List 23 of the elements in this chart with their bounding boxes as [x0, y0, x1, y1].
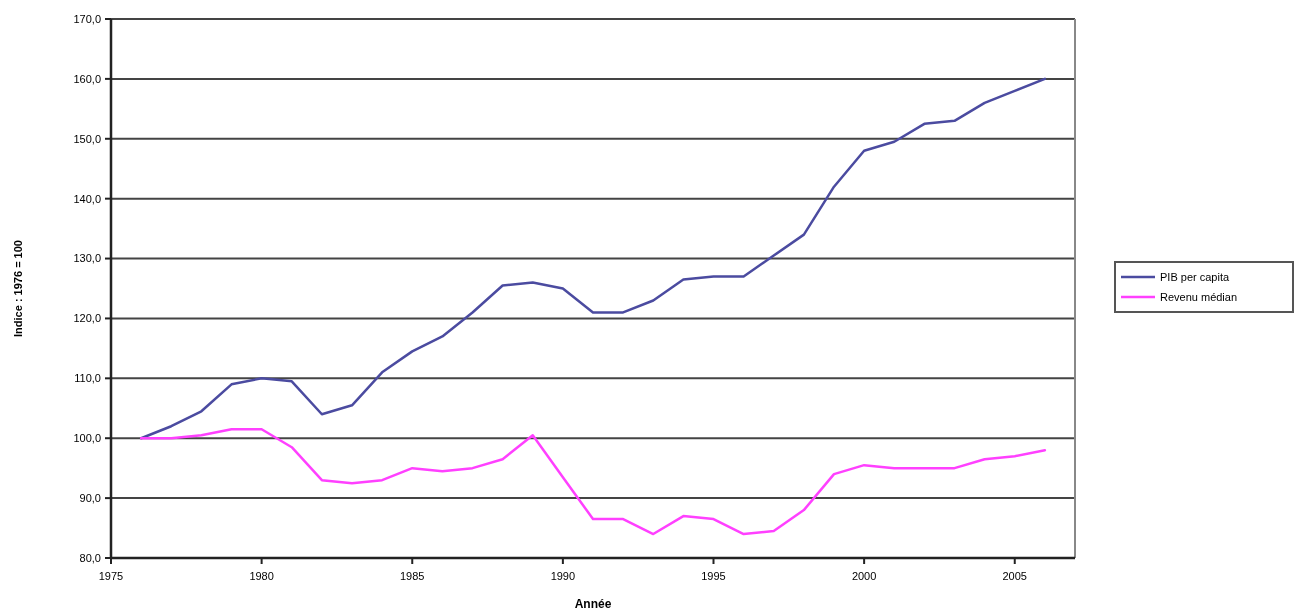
x-tick-label: 1975: [98, 570, 124, 582]
y-tick-label: 100,0: [73, 432, 101, 445]
y-axis-title: Indice : 1976 = 100: [12, 240, 24, 337]
legend-label: PIB per capita: [1160, 270, 1230, 283]
y-tick-label: 140,0: [73, 192, 101, 205]
x-tick-label: 2005: [1002, 570, 1027, 582]
y-tick-label: 150,0: [73, 132, 101, 145]
x-tick-label: 1980: [249, 570, 274, 582]
y-tick-label: 80,0: [79, 551, 101, 564]
x-tick-label: 1995: [701, 570, 726, 582]
line-series: [139, 77, 1047, 440]
y-tick-label: 110,0: [74, 372, 101, 385]
y-tick-label: 90,0: [79, 491, 101, 504]
y-tick-label: 130,0: [73, 252, 101, 265]
x-tick-label: 1985: [400, 570, 425, 582]
y-tick-label: 170,0: [73, 12, 101, 25]
y-tick-label: 120,0: [73, 312, 101, 325]
x-axis-title: Année: [574, 597, 612, 611]
y-tick-label: 160,0: [73, 72, 101, 85]
x-tick-label: 1990: [550, 570, 576, 582]
legend-label: Revenu médian: [1160, 290, 1238, 303]
line-series: [139, 427, 1047, 536]
x-tick-label: 2000: [851, 570, 877, 582]
